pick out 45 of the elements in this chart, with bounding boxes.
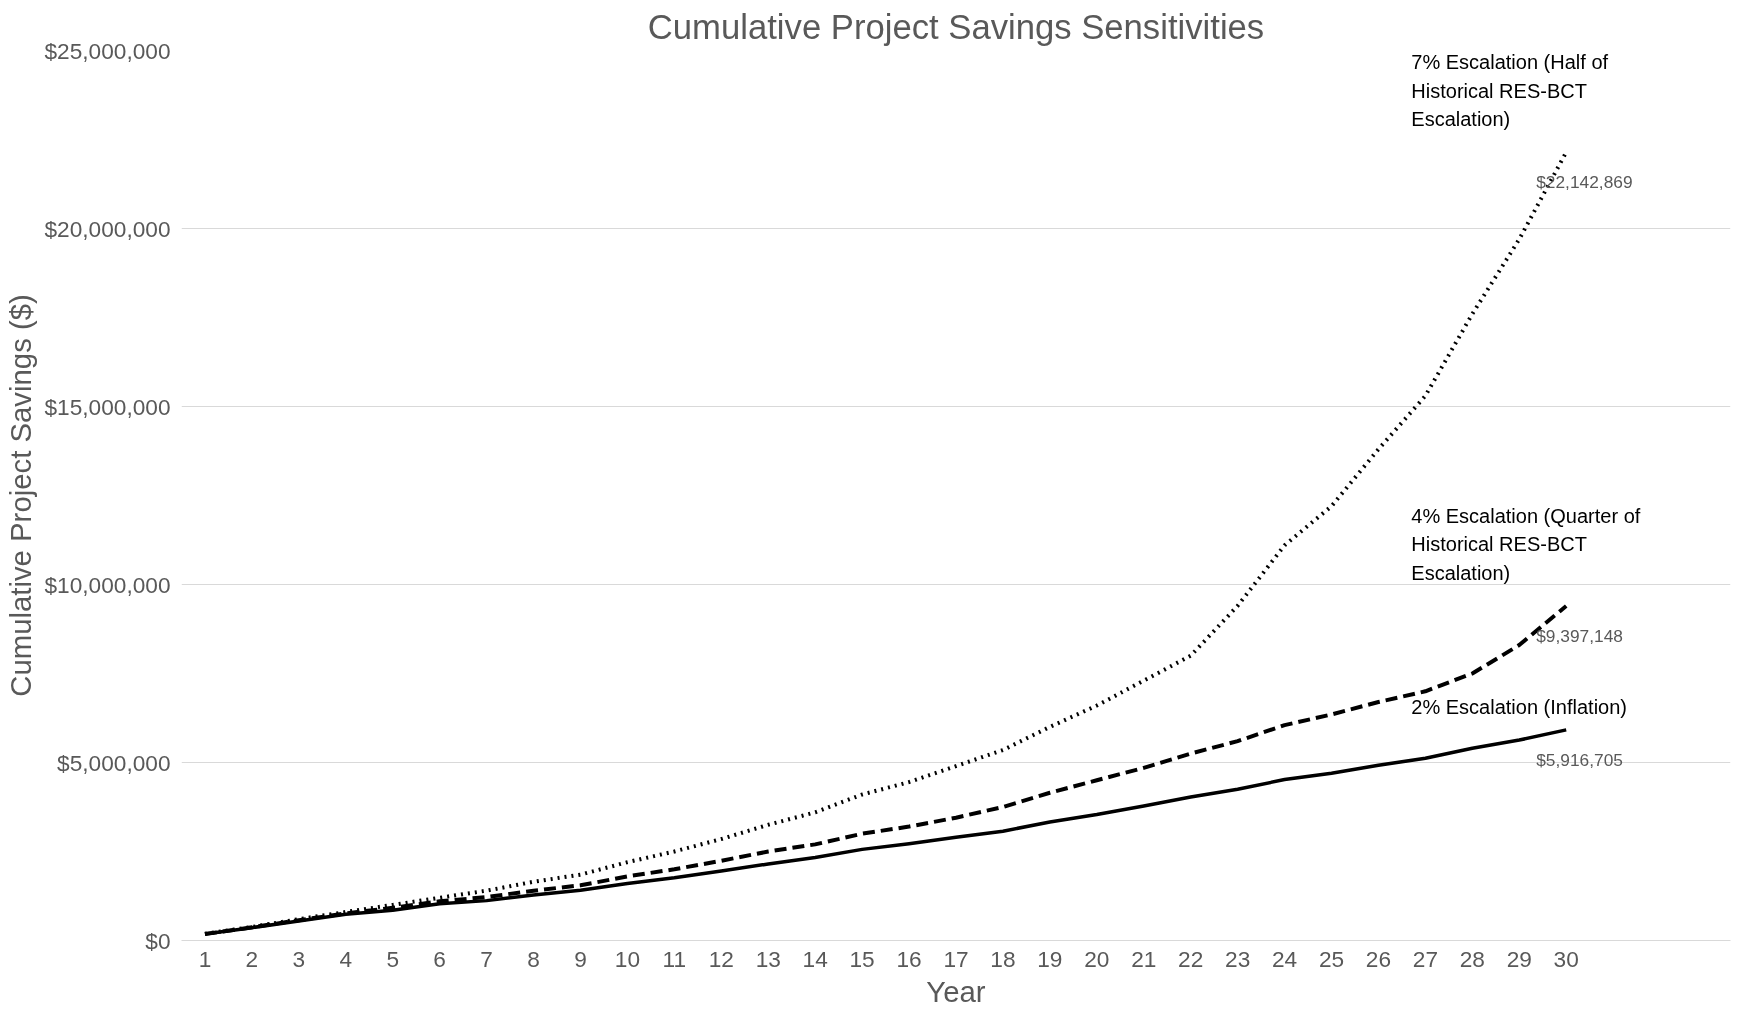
x-tick-label: 19 [1037, 945, 1063, 972]
x-tick-label: 6 [433, 945, 446, 972]
x-tick-label: 7 [480, 945, 493, 972]
x-tick-label: 5 [386, 945, 400, 972]
y-tick-label: $25,000,000 [44, 37, 171, 64]
x-tick-label: 15 [849, 945, 875, 972]
data-label: $5,916,705 [1536, 749, 1623, 770]
x-tick-label: 24 [1271, 945, 1298, 972]
x-tick-label: 23 [1225, 945, 1251, 972]
x-tick-label: 25 [1318, 945, 1345, 972]
x-tick-label: 22 [1178, 945, 1204, 972]
x-tick-label: 14 [802, 945, 828, 972]
text: 4% Escalation (Quarter of Historical RES-BCT Escalation) [1411, 504, 1641, 584]
y-axis-title: Cumulative Project Savings ($) [3, 294, 37, 697]
x-tick-label: 12 [708, 945, 734, 972]
y-tick-label: $5,000,000 [57, 749, 171, 776]
x-tick-label: 26 [1365, 945, 1392, 972]
x-tick-label: 21 [1131, 945, 1157, 972]
x-tick-label: 16 [896, 945, 922, 972]
x-tick-label: 10 [614, 945, 641, 972]
text: 7% Escalation (Half of Historical RES-BCT Escalation) [1411, 51, 1609, 131]
x-tick-label: 30 [1553, 945, 1579, 972]
data-label: $22,142,869 [1536, 172, 1633, 193]
x-axis-title: Year [926, 974, 986, 1008]
x-tick-label: 3 [292, 945, 306, 972]
series-label: 2% Escalation (Inflation) [1411, 695, 1627, 718]
x-tick-label: 28 [1459, 945, 1485, 972]
x-tick-label: 8 [527, 945, 540, 972]
x-tick-label: 29 [1506, 945, 1532, 972]
x-tick-label: 18 [990, 945, 1016, 972]
y-tick-label: $0 [145, 927, 171, 954]
x-tick-label: 1 [198, 945, 212, 972]
x-tick-label: 4 [339, 945, 353, 972]
x-tick-label: 17 [943, 945, 969, 972]
x-tick-label: 27 [1412, 945, 1438, 972]
x-tick-label: 13 [755, 945, 781, 972]
x-tick-label: 2 [245, 945, 259, 972]
y-tick-label: $15,000,000 [44, 393, 171, 420]
y-tick-label: $20,000,000 [44, 215, 171, 242]
x-tick-label: 20 [1084, 945, 1110, 972]
x-tick-label: 9 [574, 945, 587, 972]
data-label: $9,397,148 [1536, 625, 1623, 646]
x-tick-label: 11 [662, 945, 687, 972]
y-tick-label: $10,000,000 [44, 571, 171, 598]
chart-title: Cumulative Project Savings Sensitivities [647, 7, 1265, 46]
